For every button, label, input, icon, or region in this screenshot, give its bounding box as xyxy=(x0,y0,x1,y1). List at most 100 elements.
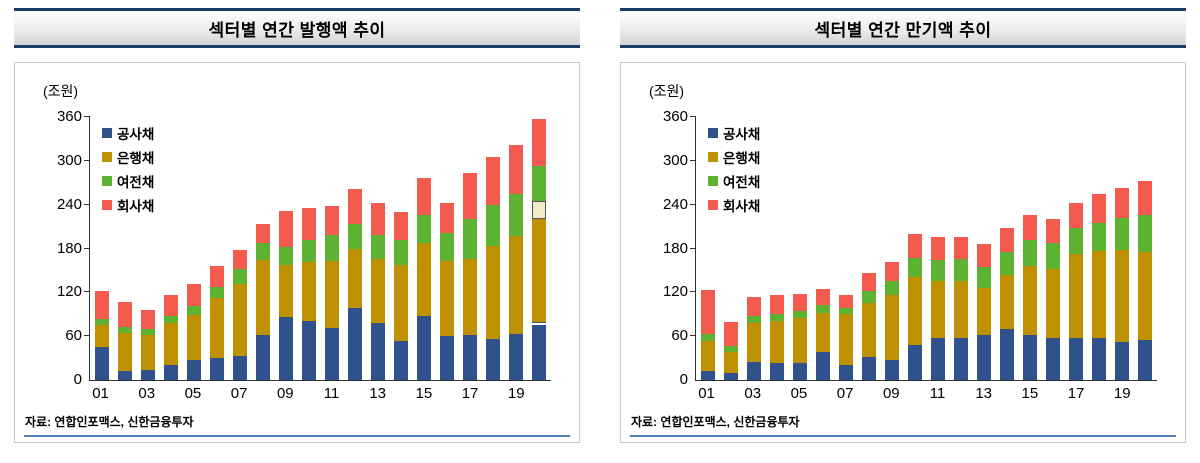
bar-stack xyxy=(1092,194,1107,380)
x-axis-label xyxy=(343,385,366,402)
y-axis-tick-label: 60 xyxy=(65,327,82,345)
maturity-chart-panel: 섹터별 연간 만기액 추이 (조원) 공사채 은행채 여전채 회사채 0 60 120 18… xyxy=(620,8,1186,443)
bar-slot xyxy=(136,309,159,380)
bar-segment xyxy=(186,306,201,315)
bar-segment xyxy=(117,301,132,327)
x-axis-label xyxy=(1041,385,1064,402)
legend-item: 여전채 xyxy=(708,171,760,191)
chart-box: (조원) 공사채 은행채 여전채 회사채 0 60 120 180 240 300 360 01 0… xyxy=(620,62,1186,443)
bar-segment xyxy=(394,341,409,380)
y-axis-tick-label: 240 xyxy=(662,195,688,213)
bar-slot xyxy=(390,212,413,380)
bar-stack xyxy=(769,295,784,380)
bar-segment xyxy=(463,218,478,260)
bar-segment xyxy=(255,224,270,244)
bar-stack xyxy=(1069,202,1084,380)
bar-segment xyxy=(301,207,316,241)
x-axis-label xyxy=(251,385,274,402)
bar-segment xyxy=(394,265,409,342)
bar-segment xyxy=(907,344,922,380)
y-axis-tick-mark xyxy=(690,247,696,249)
bar-slot xyxy=(1134,181,1157,380)
legend-swatch xyxy=(708,176,718,186)
legend-label: 여전채 xyxy=(117,175,155,190)
bar-slot xyxy=(251,224,274,380)
bar-slot xyxy=(742,297,765,380)
bar-segment xyxy=(532,165,547,202)
bar-stack xyxy=(532,119,547,380)
bar-segment xyxy=(394,212,409,240)
bar-slot xyxy=(413,177,436,380)
bar-slot xyxy=(1042,218,1065,380)
bar-segment xyxy=(1115,187,1130,218)
bar-segment xyxy=(723,352,738,373)
bar-segment xyxy=(700,334,715,342)
legend: 공사채 은행채 여전채 회사채 xyxy=(708,123,760,215)
x-axis-labels: 01 03 05 07 09 11 13 15 17 19 xyxy=(89,385,551,402)
bar-stack xyxy=(907,233,922,380)
bar-stack xyxy=(723,321,738,380)
bar-segment xyxy=(463,334,478,380)
bar-segment xyxy=(838,307,853,315)
bar-segment xyxy=(746,361,761,380)
bar-segment xyxy=(140,369,155,380)
bar-stack xyxy=(301,207,316,380)
bar-segment xyxy=(417,214,432,243)
bar-stack xyxy=(209,266,224,380)
bar-slot xyxy=(113,301,136,380)
y-axis-tick-label: 360 xyxy=(662,108,688,125)
bar-segment xyxy=(700,290,715,334)
bar-segment xyxy=(486,157,501,205)
bar-segment xyxy=(463,259,478,335)
bar-segment xyxy=(1138,181,1153,215)
x-axis-label: 15 xyxy=(415,385,433,402)
bar-segment xyxy=(232,250,247,269)
legend-item: 공사채 xyxy=(102,123,154,143)
bar-segment xyxy=(94,347,109,380)
bar-segment xyxy=(815,304,830,313)
x-axis-label xyxy=(389,385,412,402)
x-axis-label xyxy=(158,385,181,402)
bar-segment xyxy=(815,312,830,352)
bar-segment xyxy=(954,236,969,260)
bar-segment xyxy=(746,323,761,362)
bar-segment xyxy=(532,119,547,166)
y-axis-tick-label: 60 xyxy=(671,327,688,345)
bar-segment xyxy=(746,297,761,317)
x-axis-label: 07 xyxy=(230,385,248,402)
bar-segment xyxy=(954,338,969,380)
bar-slot xyxy=(926,236,949,380)
bar-segment xyxy=(907,258,922,277)
bar-segment xyxy=(509,236,524,334)
bar-segment xyxy=(769,320,784,364)
bar-segment xyxy=(1000,252,1015,275)
bar-segment xyxy=(278,210,293,248)
bar-segment xyxy=(532,321,547,380)
bar-segment xyxy=(140,309,155,329)
legend-item: 공사채 xyxy=(708,123,760,143)
x-axis-label: 03 xyxy=(138,385,156,402)
y-axis-tick-mark xyxy=(690,159,696,161)
x-axis-label xyxy=(1088,385,1111,402)
bar-segment xyxy=(163,365,178,380)
bar-segment xyxy=(1092,251,1107,339)
bar-segment xyxy=(884,280,899,295)
bar-segment xyxy=(140,334,155,370)
bar-segment xyxy=(1069,254,1084,338)
x-axis-label: 13 xyxy=(369,385,387,402)
x-axis-label xyxy=(903,385,926,402)
bar-segment xyxy=(417,177,432,215)
bar-stack xyxy=(486,157,501,380)
bar-segment xyxy=(209,358,224,380)
bar-segment xyxy=(838,295,853,308)
bar-slot xyxy=(834,295,857,380)
bar-slot xyxy=(90,290,113,380)
bar-stack xyxy=(117,301,132,380)
bar-segment xyxy=(792,311,807,318)
bar-slot xyxy=(696,290,719,380)
y-axis-unit-label: (조원) xyxy=(43,83,79,99)
x-axis-label xyxy=(857,385,880,402)
bar-segment xyxy=(371,323,386,380)
x-axis-label xyxy=(764,385,787,402)
y-axis-tick-label: 120 xyxy=(662,283,688,301)
